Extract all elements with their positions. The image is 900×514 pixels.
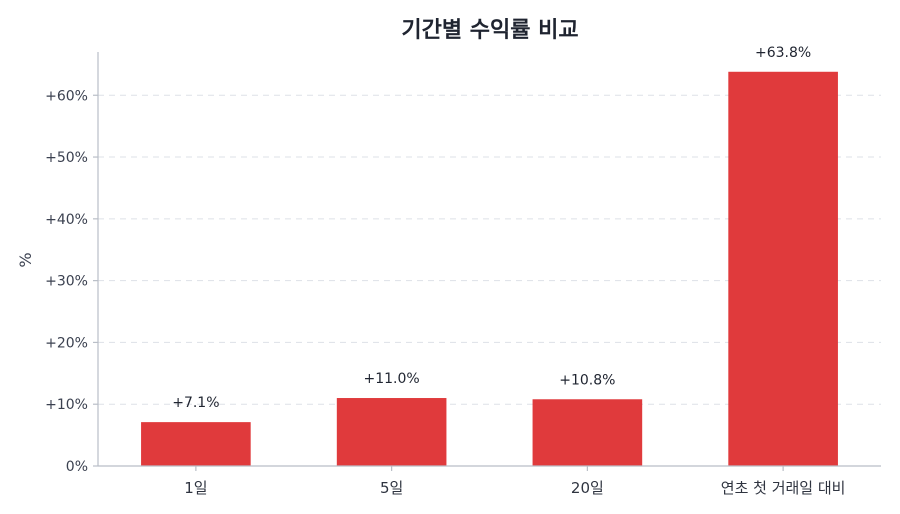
bars — [141, 71, 838, 466]
y-tick-label: +50% — [45, 150, 88, 166]
x-tick-label: 연초 첫 거래일 대비 — [721, 479, 846, 497]
y-tick-label: +20% — [45, 335, 88, 351]
bar — [532, 399, 643, 466]
bar-data-label: +10.8% — [559, 372, 615, 388]
y-axis-ticks: 0% +10% +20% +30% +40% +50% +60% — [45, 88, 98, 475]
bar — [336, 398, 447, 466]
bar — [728, 71, 838, 466]
y-tick-label: +40% — [45, 212, 88, 228]
y-tick-label: +10% — [45, 397, 88, 413]
x-tick-label: 5일 — [380, 479, 403, 497]
bar — [141, 422, 251, 466]
chart-title: 기간별 수익률 비교 — [401, 18, 578, 43]
data-labels: +7.1% +11.0% +10.8% +63.8% — [172, 45, 811, 411]
bar-data-label: +63.8% — [755, 45, 811, 61]
bar-data-label: +11.0% — [364, 371, 420, 387]
x-axis-ticks: 1일 5일 20일 연초 첫 거래일 대비 — [184, 466, 845, 497]
y-tick-label: +60% — [45, 88, 88, 104]
y-tick-label: +30% — [45, 274, 88, 290]
x-tick-label: 1일 — [184, 479, 207, 497]
bar-data-label: +7.1% — [172, 395, 219, 411]
x-tick-label: 20일 — [571, 479, 604, 497]
y-tick-label: 0% — [66, 459, 88, 475]
y-axis-label: % — [16, 252, 35, 267]
